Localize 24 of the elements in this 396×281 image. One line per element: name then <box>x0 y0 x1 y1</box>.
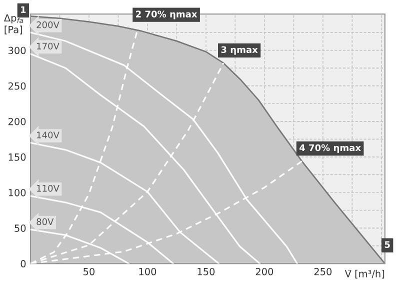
annotation: 3 ηmax <box>221 46 258 55</box>
series-label: 200V <box>36 21 60 28</box>
y-tick-label: 200 <box>8 118 26 126</box>
y-tick-label: 250 <box>8 82 26 90</box>
series-label: 80V <box>36 218 54 226</box>
annotation: 1 <box>21 6 26 13</box>
y-tick-label: 0 <box>20 260 26 268</box>
y-tick-label: 300 <box>8 46 26 54</box>
x-tick-label: 150 <box>198 268 215 276</box>
annotation: 2 70% ηmax <box>136 10 198 20</box>
series-label: 110V <box>37 184 60 192</box>
annotation: 4 70% ηmax <box>299 144 361 153</box>
x-axis-title: V̇ [m³/h] <box>344 270 384 278</box>
series-label: 170V <box>37 42 60 50</box>
x-tick-label: 50 <box>84 268 95 276</box>
y-tick-label: 150 <box>8 153 26 161</box>
x-tick-label: 250 <box>314 268 332 276</box>
series-label: 140V <box>37 132 60 138</box>
annotation: 5 <box>384 241 390 248</box>
x-tick-label: 100 <box>139 268 156 276</box>
x-tick-label: 200 <box>256 268 274 276</box>
y-tick-label: 50 <box>14 224 26 232</box>
y-tick-label: 100 <box>8 188 26 196</box>
y-axis-title: Δp$_{fa}$ [Pa] <box>4 14 23 34</box>
